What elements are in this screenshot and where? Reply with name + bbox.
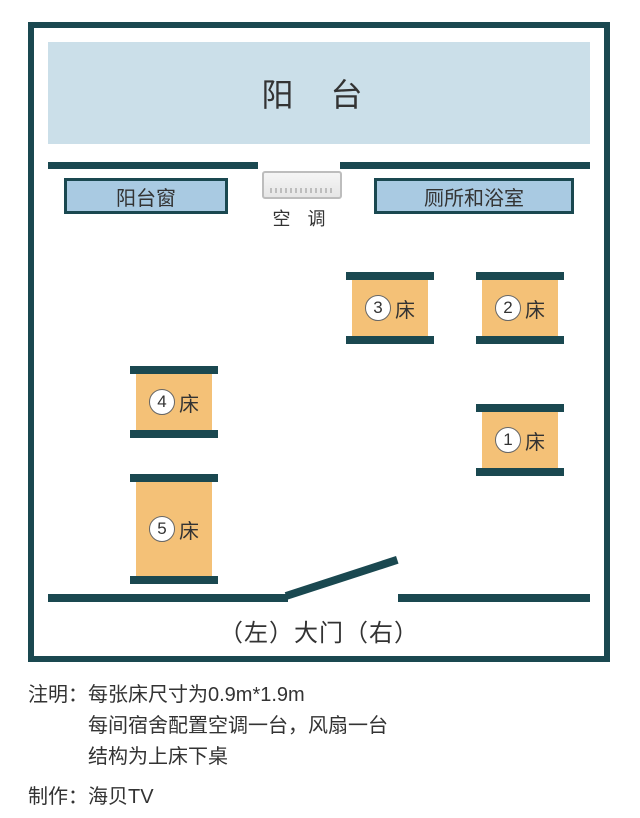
balcony-area: 阳 台 <box>48 42 590 144</box>
gate-label: （左）大门（右） <box>34 613 604 648</box>
bed-number-badge: 5 <box>149 516 175 542</box>
balcony-label: 阳 台 <box>262 70 377 116</box>
bed-rail <box>130 430 218 438</box>
bed-rail <box>476 336 564 344</box>
note-text: 每张床尺寸为0.9m*1.9m <box>88 680 305 711</box>
bed-rail <box>130 576 218 584</box>
bed-rail <box>476 468 564 476</box>
bed-body: 4 床 <box>136 374 212 430</box>
balcony-window-room: 阳台窗 <box>64 178 228 214</box>
divider-top-right <box>340 162 590 169</box>
credit-value: 海贝TV <box>88 786 154 808</box>
note-line-2: 每间宿舍配置空调一台，风扇一台 <box>28 711 388 742</box>
note-line-3: 结构为上床下桌 <box>28 742 388 773</box>
bed-suffix: 床 <box>179 388 199 417</box>
balcony-window-label: 阳台窗 <box>116 182 176 211</box>
bed-4: 4 床 <box>130 366 218 438</box>
bed-1: 1 床 <box>476 404 564 476</box>
bed-number-badge: 2 <box>495 295 521 321</box>
bathroom-room: 厕所和浴室 <box>374 178 574 214</box>
bed-body: 1 床 <box>482 412 558 468</box>
bathroom-label: 厕所和浴室 <box>424 182 524 211</box>
credit-line: 制作：海贝TV <box>28 780 154 809</box>
bottom-wall-right <box>398 594 590 602</box>
credit-prefix: 制作： <box>28 786 88 808</box>
divider-top-left <box>48 162 258 169</box>
ac-vent <box>270 188 334 193</box>
ac-label: 空 调 <box>262 205 342 231</box>
bed-rail <box>476 404 564 412</box>
bed-body: 5 床 <box>136 482 212 576</box>
bed-body: 3 床 <box>352 280 428 336</box>
bed-suffix: 床 <box>525 294 545 323</box>
notes-section: 注明： 每张床尺寸为0.9m*1.9m 每间宿舍配置空调一台，风扇一台 结构为上… <box>28 680 388 773</box>
bed-rail <box>130 366 218 374</box>
bed-suffix: 床 <box>525 426 545 455</box>
bed-body: 2 床 <box>482 280 558 336</box>
bed-2: 2 床 <box>476 272 564 344</box>
bed-rail <box>476 272 564 280</box>
note-line-1: 注明： 每张床尺寸为0.9m*1.9m <box>28 680 388 711</box>
bed-suffix: 床 <box>395 294 415 323</box>
bed-suffix: 床 <box>179 515 199 544</box>
bed-number-badge: 3 <box>365 295 391 321</box>
bed-number-badge: 1 <box>495 427 521 453</box>
bed-5: 5 床 <box>130 474 218 584</box>
door-swing <box>286 562 406 600</box>
bottom-wall-left <box>48 594 288 602</box>
ac-unit-icon <box>262 171 342 199</box>
floorplan-container: 阳 台 阳台窗 空 调 厕所和浴室 3 床 2 床 1 床 <box>28 22 610 662</box>
bed-rail <box>130 474 218 482</box>
bed-3: 3 床 <box>346 272 434 344</box>
bed-rail <box>346 272 434 280</box>
bed-number-badge: 4 <box>149 389 175 415</box>
notes-prefix: 注明： <box>28 680 88 711</box>
door-line <box>285 556 399 600</box>
bed-rail <box>346 336 434 344</box>
